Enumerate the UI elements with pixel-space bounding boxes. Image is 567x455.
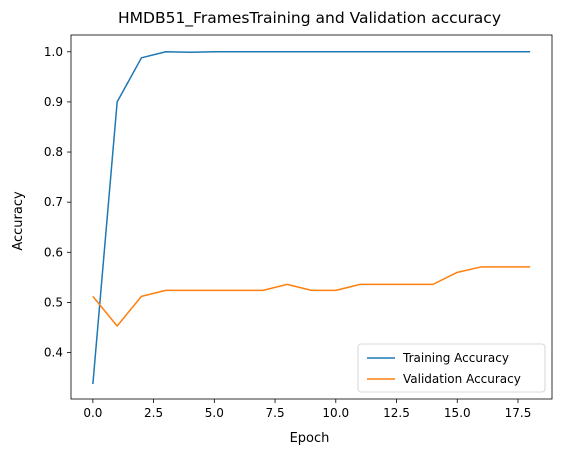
legend-label: Training Accuracy [402,351,509,365]
x-tick-label: 12.5 [383,406,410,420]
y-tick-label: 0.5 [44,295,63,309]
x-axis-ticks: 0.0 2.5 5.0 7.5 10.0 12.5 15.0 17.5 [83,399,531,420]
y-tick-label: 0.4 [44,346,63,360]
x-tick-label: 2.5 [144,406,163,420]
x-tick-label: 0.0 [83,406,102,420]
plot-area: 0.0 2.5 5.0 7.5 10.0 12.5 15.0 17.5 0.40.50.60.… [44,34,553,420]
legend-box [357,343,546,393]
x-tick-label: 5.0 [205,406,224,420]
legend-label: Validation Accuracy [403,372,521,386]
chart-title: HMDB51_FramesTraining and Validation acc… [118,9,501,28]
legend: Training Accuracy Validation Accuracy [357,343,546,393]
y-tick-label: 0.9 [44,95,63,109]
y-tick-label: 0.8 [44,145,63,159]
y-tick-label: 0.7 [44,195,63,209]
x-tick-label: 15.0 [444,406,471,420]
y-axis-ticks: 0.4 0.5 0.6 0.7 0.8 0.9 1.0 [44,45,71,360]
plot-frame [70,34,553,400]
x-axis-label: Epoch [290,431,330,446]
y-tick-label: 1.0 [44,45,63,59]
y-axis-label: Accuracy [11,191,26,251]
y-tick-label: 0.6 [44,245,63,259]
x-tick-label: 10.0 [322,406,349,420]
series-layer [92,51,531,385]
x-tick-label: 17.5 [505,406,532,420]
x-tick-label: 7.5 [266,406,285,420]
